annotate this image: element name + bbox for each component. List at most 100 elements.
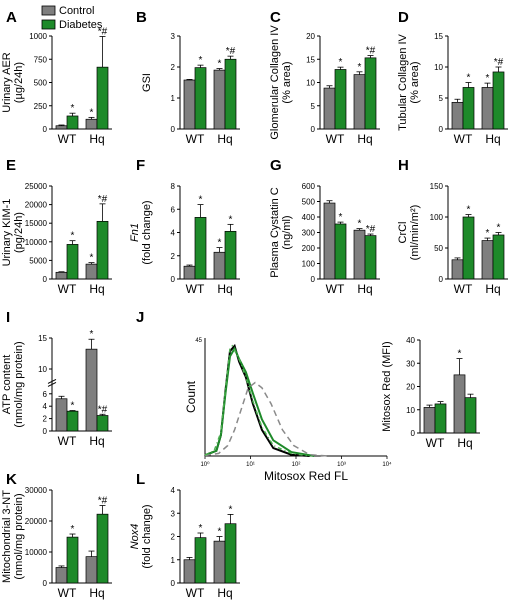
- y-axis-label: (nmol/mg protein): [13, 341, 25, 427]
- y-tick-label: 3: [171, 509, 176, 518]
- y-tick-label: 500: [34, 79, 48, 88]
- y-tick-label: 20: [406, 383, 415, 392]
- significance-mark: *: [467, 73, 471, 84]
- significance-mark: *: [218, 238, 222, 249]
- bar-control-wt: [55, 567, 68, 584]
- x-tick-label: 10¹: [246, 462, 255, 468]
- panel-letter-D: D: [398, 9, 409, 26]
- significance-mark: *: [71, 401, 75, 412]
- y-axis-label: Nox4: [129, 524, 141, 550]
- significance-mark: *: [90, 329, 94, 340]
- category-label: WT: [426, 436, 445, 450]
- y-tick-label: 4: [43, 402, 48, 411]
- y-tick-label: 1: [171, 94, 176, 103]
- x-axis-label: Mitosox Red FL: [264, 469, 348, 483]
- bar-diabetes-hq: [464, 397, 477, 434]
- category-label: Hq: [89, 282, 104, 296]
- y-tick-label: 400: [302, 213, 316, 222]
- bar-control-hq: [213, 69, 226, 130]
- bar-control-wt: [55, 125, 68, 130]
- panel-letter-B: B: [136, 9, 147, 26]
- y-axis-label: Fn1: [129, 223, 141, 242]
- bar-control-hq: [353, 229, 366, 280]
- y-tick-label: 15: [434, 32, 443, 41]
- category-label: WT: [326, 132, 345, 146]
- panel-h: 0 50 100 150 WT Hq * * * CrCl (ml/min/m²): [397, 182, 508, 296]
- significance-mark: *: [458, 349, 462, 360]
- y-tick-label: 5: [311, 102, 316, 111]
- bar-diabetes-wt: [66, 536, 79, 584]
- bar-control-hq: [481, 240, 494, 280]
- bar-diabetes-hq: [364, 235, 377, 280]
- bar-diabetes-hq: [96, 66, 109, 130]
- category-label: Hq: [485, 132, 500, 146]
- y-axis-label: Mitochondrial 3-NT: [1, 490, 13, 583]
- y-tick-label: 8: [171, 182, 176, 191]
- panel-letter-A: A: [6, 9, 17, 26]
- significance-mark: *: [199, 523, 203, 534]
- significance-mark: *#: [98, 194, 108, 205]
- bar-diabetes-wt: [194, 217, 207, 280]
- y-axis-label: Glomerular Collagen IV: [269, 25, 281, 140]
- category-label: WT: [326, 282, 345, 296]
- y-max-label: 45: [195, 338, 202, 344]
- y-tick-label: 2: [171, 533, 176, 542]
- y-tick-label: 40: [406, 336, 415, 345]
- category-label: Hq: [217, 282, 232, 296]
- y-tick-label: 300: [302, 229, 316, 238]
- legend: Control Diabetes: [41, 5, 103, 31]
- y-axis-label: Mitosox Red (MFI): [381, 341, 393, 431]
- y-tick-label: 20000: [25, 517, 48, 526]
- y-tick-label: 2: [43, 415, 48, 424]
- category-label: WT: [454, 282, 473, 296]
- category-label: Hq: [485, 282, 500, 296]
- significance-mark: *: [71, 103, 75, 114]
- category-label: Hq: [357, 282, 372, 296]
- panel-d: 0 5 10 15 WT Hq * * *# Tubular Collagen IV (% area…: [397, 32, 508, 146]
- bar-diabetes-hq: [224, 523, 237, 584]
- y-tick-label: 750: [34, 55, 48, 64]
- category-label: WT: [454, 132, 473, 146]
- panel-j: 0 10 20 30 40 WT Hq * Mitosox Red (MFI): [381, 336, 480, 450]
- category-label: WT: [186, 132, 205, 146]
- y-tick-label: 6: [43, 390, 48, 399]
- panel-letter-H: H: [398, 157, 409, 174]
- x-tick-label: 10³: [337, 462, 346, 468]
- bar-control-wt: [451, 101, 464, 130]
- bar-control-wt: [323, 87, 336, 130]
- y-tick-label: 4: [171, 486, 176, 495]
- category-label: WT: [58, 434, 77, 448]
- significance-mark: *: [218, 59, 222, 70]
- bar-control-wt: [55, 271, 68, 280]
- y-tick-label: 20: [306, 32, 315, 41]
- bar-control-hq: [85, 348, 98, 432]
- significance-mark: *: [90, 253, 94, 264]
- legend-label-control: Control: [59, 5, 94, 17]
- panel-letter-J: J: [136, 309, 144, 326]
- y-tick-label: 20000: [25, 201, 48, 210]
- y-tick-label: 0: [43, 275, 48, 284]
- y-tick-label: 4: [171, 229, 176, 238]
- significance-mark: *: [486, 228, 490, 239]
- bar-control-wt: [323, 202, 336, 280]
- legend-swatch-diabetes: [41, 19, 56, 30]
- y-tick-label: 5000: [29, 256, 47, 265]
- y-tick-label: 10000: [25, 548, 48, 557]
- bar-control-hq: [85, 118, 98, 130]
- panel-a: 0 250 500 750 1000 WT Hq * * *# Urinary AER (µg/24h…: [1, 26, 112, 146]
- panel-g: 0 100 200 300 400 500 600 WT Hq * * *# Plasma Cystat…: [269, 182, 380, 296]
- y-axis-label: Count: [184, 380, 198, 413]
- significance-mark: *#: [226, 46, 236, 57]
- panel-f: 0 2 4 6 8 WT Hq * * * Fn1 (fold change): [129, 182, 240, 296]
- category-label: Hq: [217, 132, 232, 146]
- significance-mark: *: [90, 107, 94, 118]
- bar-diabetes-hq: [96, 415, 109, 432]
- y-tick-label: 15000: [25, 219, 48, 228]
- y-tick-label: 50: [434, 244, 443, 253]
- y-tick-label: 10: [434, 63, 443, 72]
- bar-diabetes-wt: [194, 537, 207, 584]
- y-tick-label: 2: [171, 63, 176, 72]
- significance-mark: *#: [98, 26, 108, 37]
- panel-letter-E: E: [6, 157, 16, 174]
- bar-diabetes-wt: [66, 115, 79, 130]
